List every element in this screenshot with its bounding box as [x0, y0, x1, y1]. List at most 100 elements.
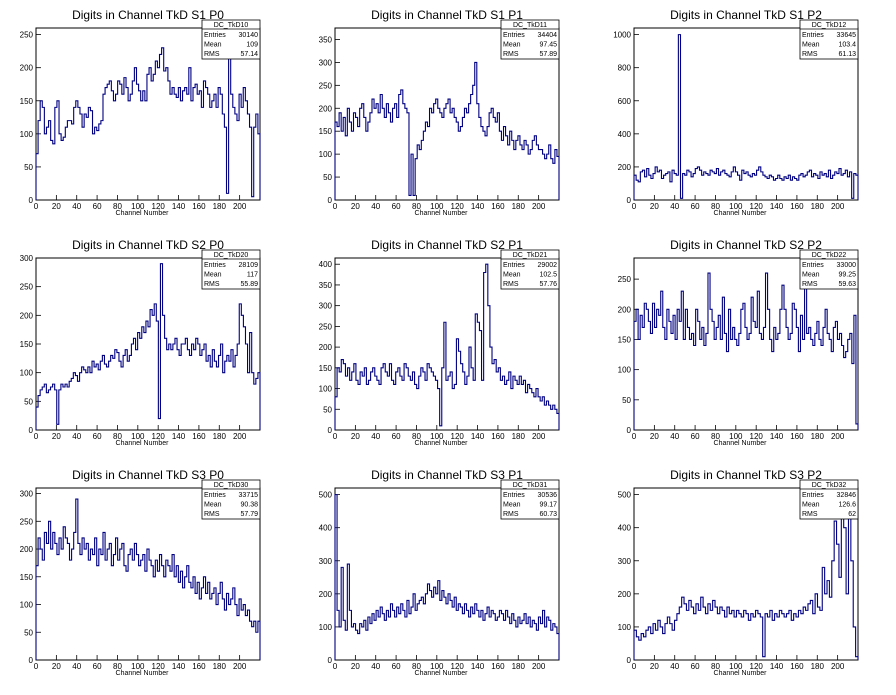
x-tick-label: 20 [351, 662, 360, 671]
stats-label: RMS [503, 51, 519, 58]
x-tick-label: 160 [790, 202, 804, 211]
x-tick-label: 140 [770, 662, 784, 671]
x-tick-label: 180 [512, 662, 526, 671]
y-tick-label: 0 [29, 196, 34, 205]
y-tick-label: 250 [20, 31, 34, 40]
x-tick-label: 0 [632, 662, 637, 671]
x-tick-label: 60 [392, 432, 401, 441]
y-tick-label: 200 [319, 343, 333, 352]
x-tick-label: 100 [430, 432, 444, 441]
stats-label: Mean [802, 42, 820, 49]
stats-label: Entries [503, 492, 525, 499]
histogram-panel-2: Digits in Channel TkD S1 P1 0 20 40 60 80 100 1… [319, 8, 560, 217]
y-tick-label: 200 [618, 590, 632, 599]
x-tick-label: 180 [811, 662, 825, 671]
histogram-line [35, 498, 261, 660]
x-tick-label: 20 [52, 202, 61, 211]
stats-name: DC_TkD10 [214, 22, 249, 29]
x-tick-label: 160 [491, 202, 505, 211]
x-tick-label: 140 [471, 432, 485, 441]
y-tick-label: 300 [319, 302, 333, 311]
stats-label: Entries [802, 262, 824, 269]
x-tick-label: 120 [451, 662, 465, 671]
stats-label: Entries [204, 492, 226, 499]
y-tick-label: 100 [319, 150, 333, 159]
y-tick-label: 50 [622, 396, 631, 405]
x-tick-label: 40 [670, 432, 679, 441]
stats-value: 30140 [239, 32, 259, 39]
x-tick-label: 120 [451, 202, 465, 211]
stats-label: Mean [802, 502, 820, 509]
y-tick-label: 400 [319, 260, 333, 269]
y-tick-label: 400 [319, 524, 333, 533]
stats-value: 57.14 [240, 51, 258, 58]
stats-box [799, 249, 859, 290]
stats-label: RMS [802, 281, 818, 288]
x-axis-label: Channel Number [415, 210, 469, 217]
stats-label: RMS [802, 511, 818, 518]
histogram-line [633, 507, 859, 660]
y-tick-label: 50 [24, 163, 33, 172]
x-tick-label: 20 [650, 202, 659, 211]
stats-box [500, 19, 560, 60]
stats-box [201, 19, 261, 60]
histogram-line [633, 34, 859, 200]
x-tick-label: 140 [471, 662, 485, 671]
y-tick-label: 800 [618, 64, 632, 73]
stats-name: DC_TkD20 [214, 252, 249, 259]
x-tick-label: 0 [632, 202, 637, 211]
y-tick-label: 250 [319, 322, 333, 331]
histogram-line [35, 263, 261, 430]
y-tick-label: 50 [323, 173, 332, 182]
y-tick-label: 150 [20, 573, 34, 582]
stats-name: DC_TkD22 [812, 252, 847, 259]
x-axis-label: Channel Number [714, 440, 768, 447]
y-tick-label: 100 [618, 623, 632, 632]
x-tick-label: 180 [213, 202, 227, 211]
x-tick-label: 140 [770, 202, 784, 211]
stats-label: RMS [204, 51, 220, 58]
x-axis-label: Channel Number [415, 440, 469, 447]
x-tick-label: 180 [213, 432, 227, 441]
x-tick-label: 0 [333, 662, 338, 671]
stats-value: 57.76 [539, 281, 557, 288]
x-tick-label: 40 [72, 662, 81, 671]
x-tick-label: 0 [34, 202, 39, 211]
x-tick-label: 160 [192, 662, 206, 671]
y-tick-label: 300 [618, 557, 632, 566]
y-tick-label: 0 [328, 656, 333, 665]
y-tick-label: 350 [319, 35, 333, 44]
y-tick-label: 300 [20, 490, 34, 499]
x-tick-label: 200 [831, 662, 845, 671]
x-tick-label: 0 [333, 202, 338, 211]
stats-name: DC_TkD11 [513, 22, 547, 29]
stats-label: RMS [204, 281, 220, 288]
histogram-panel-5: Digits in Channel TkD S2 P1 0 20 40 60 80 100 1… [319, 238, 560, 447]
stats-value: 32846 [837, 492, 857, 499]
x-tick-label: 80 [412, 202, 421, 211]
stats-value: 59.63 [838, 281, 856, 288]
y-tick-label: 400 [618, 130, 632, 139]
x-tick-label: 0 [632, 432, 637, 441]
y-tick-label: 100 [20, 601, 34, 610]
stats-box [500, 249, 560, 290]
stats-label: Mean [802, 272, 820, 279]
y-tick-label: 200 [319, 104, 333, 113]
x-tick-label: 0 [34, 662, 39, 671]
y-tick-label: 150 [319, 364, 333, 373]
x-tick-label: 160 [192, 432, 206, 441]
stats-value: 117 [247, 272, 258, 279]
histogram-line [35, 47, 261, 200]
x-tick-label: 160 [790, 662, 804, 671]
x-axis-label: Channel Number [714, 210, 768, 217]
stats-value: 30536 [538, 492, 558, 499]
y-tick-label: 50 [24, 397, 33, 406]
x-tick-label: 60 [392, 662, 401, 671]
chart-title: Digits in Channel TkD S1 P1 [371, 8, 523, 22]
x-tick-label: 160 [491, 662, 505, 671]
stats-value: 99.17 [539, 502, 557, 509]
x-tick-label: 80 [412, 662, 421, 671]
x-tick-label: 40 [670, 202, 679, 211]
